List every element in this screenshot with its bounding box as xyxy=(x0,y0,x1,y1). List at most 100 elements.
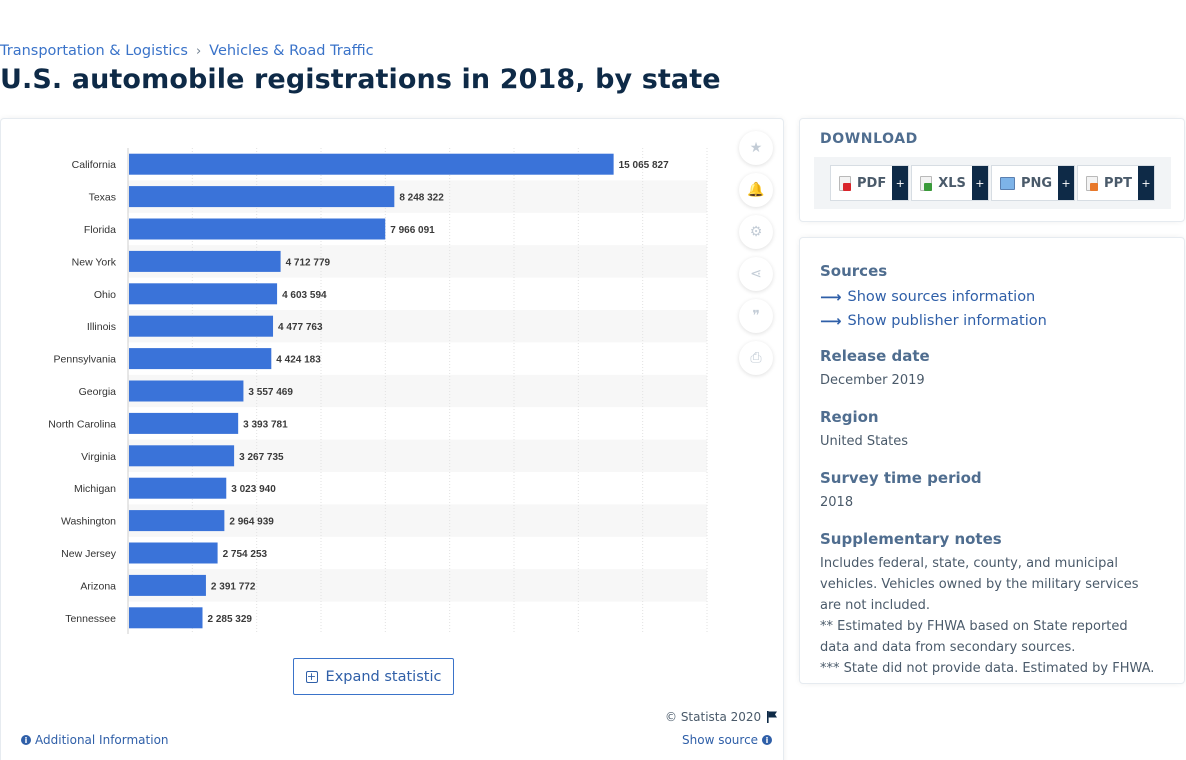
value-label: 2 285 329 xyxy=(208,614,253,625)
value-label: 7 966 091 xyxy=(390,225,435,236)
value-label: 8 248 322 xyxy=(399,193,444,204)
expand-statistic-label: Expand statistic xyxy=(325,668,442,685)
show-sources-label: Show sources information xyxy=(847,289,1036,305)
xls-plus-button[interactable]: + xyxy=(971,166,988,200)
bar-north-carolina[interactable] xyxy=(129,412,239,434)
download-xls-button[interactable]: XLS + xyxy=(911,165,989,201)
show-source-label: Show source xyxy=(682,733,759,747)
value-label: 4 603 594 xyxy=(282,290,327,301)
row-band xyxy=(128,504,707,537)
value-label: 4 712 779 xyxy=(286,257,331,268)
category-label: Michigan xyxy=(74,483,116,495)
download-card: DOWNLOAD PDF + XLS + PNG + PPT + xyxy=(799,118,1185,222)
bar-georgia[interactable] xyxy=(129,380,244,402)
pdf-file-icon xyxy=(839,175,851,191)
copyright-text: © Statista 2020 xyxy=(665,710,762,724)
pdf-label: PDF xyxy=(857,175,887,191)
supplementary-notes-heading: Supplementary notes xyxy=(820,530,1002,548)
print-button[interactable]: ⎙ xyxy=(739,341,773,375)
breadcrumb-vehicles-link[interactable]: Vehicles & Road Traffic xyxy=(209,43,374,59)
sources-heading: Sources xyxy=(820,262,888,280)
expand-statistic-button[interactable]: + Expand statistic xyxy=(293,658,454,695)
ppt-plus-button[interactable]: + xyxy=(1137,166,1154,200)
show-publisher-label: Show publisher information xyxy=(847,313,1047,329)
copyright: © Statista 2020 xyxy=(665,710,778,724)
bar-virginia[interactable] xyxy=(129,445,235,467)
bar-ohio[interactable] xyxy=(129,283,278,305)
share-button[interactable]: ⋖ xyxy=(739,257,773,291)
show-publisher-link[interactable]: ⟶ Show publisher information xyxy=(820,309,1160,333)
category-label: California xyxy=(72,159,117,171)
png-plus-button[interactable]: + xyxy=(1058,166,1075,200)
category-label: Florida xyxy=(84,224,116,236)
breadcrumb: Transportation & Logistics › Vehicles & … xyxy=(0,43,374,59)
value-label: 2 964 939 xyxy=(229,517,274,528)
pdf-plus-button[interactable]: + xyxy=(892,166,909,200)
flag-icon[interactable] xyxy=(767,711,778,723)
print-icon: ⎙ xyxy=(750,350,762,366)
region-heading: Region xyxy=(820,408,879,426)
page-title: U.S. automobile registrations in 2018, b… xyxy=(0,64,721,95)
category-label: Tennessee xyxy=(65,613,116,625)
category-label: Pennsylvania xyxy=(54,354,117,366)
category-label: New York xyxy=(72,256,117,268)
settings-button[interactable]: ⚙ xyxy=(739,215,773,249)
bar-arizona[interactable] xyxy=(129,574,206,596)
category-label: Illinois xyxy=(87,321,116,333)
show-source-link[interactable]: Show source i xyxy=(682,733,773,747)
info-icon: i xyxy=(21,735,31,745)
png-image-icon xyxy=(999,176,1015,190)
value-label: 15 065 827 xyxy=(619,160,669,171)
category-label: Texas xyxy=(89,192,116,204)
bar-florida[interactable] xyxy=(129,218,386,240)
bar-pennsylvania[interactable] xyxy=(129,348,272,370)
show-sources-link[interactable]: ⟶ Show sources information xyxy=(820,285,1160,309)
chart-card: California 15 065 827 Texas 8 248 322 Florid… xyxy=(0,118,784,760)
row-band xyxy=(128,569,707,602)
bar-illinois[interactable] xyxy=(129,315,274,337)
arrow-right-icon: ⟶ xyxy=(820,312,842,330)
additional-information-link[interactable]: i Additional Information xyxy=(21,733,169,747)
value-label: 3 393 781 xyxy=(243,419,288,430)
download-png-button[interactable]: PNG + xyxy=(990,165,1076,201)
value-label: 2 754 253 xyxy=(223,549,268,560)
gear-icon: ⚙ xyxy=(749,224,763,240)
info-card: Sources ⟶ Show sources information ⟶ Sho… xyxy=(799,237,1185,684)
chart-tools: ★ 🔔 ⚙ ⋖ ❞ ⎙ xyxy=(739,131,773,383)
category-label: North Carolina xyxy=(48,418,116,430)
bar-michigan[interactable] xyxy=(129,477,227,499)
download-buttons: PDF + XLS + PNG + PPT + xyxy=(814,157,1171,209)
bar-new-jersey[interactable] xyxy=(129,542,218,564)
favorite-button[interactable]: ★ xyxy=(739,131,773,165)
cite-button[interactable]: ❞ xyxy=(739,299,773,333)
value-label: 2 391 772 xyxy=(211,581,256,592)
bar-new-york[interactable] xyxy=(129,250,281,272)
breadcrumb-separator: › xyxy=(195,43,202,59)
breadcrumb-transportation-link[interactable]: Transportation & Logistics xyxy=(0,43,188,59)
value-label: 3 267 735 xyxy=(239,452,284,463)
bar-chart: California 15 065 827 Texas 8 248 322 Florid… xyxy=(48,148,708,634)
category-label: Washington xyxy=(61,516,116,528)
share-icon: ⋖ xyxy=(750,266,762,282)
plus-square-icon: + xyxy=(305,670,318,683)
region-value: United States xyxy=(820,434,909,449)
quote-icon: ❞ xyxy=(752,308,760,324)
notify-button[interactable]: 🔔 xyxy=(739,173,773,207)
ppt-file-icon xyxy=(1086,175,1099,191)
bar-california[interactable] xyxy=(129,153,614,175)
value-label: 4 424 183 xyxy=(276,355,321,366)
bell-icon: 🔔 xyxy=(747,182,765,198)
category-label: New Jersey xyxy=(61,548,117,560)
bar-texas[interactable] xyxy=(129,186,395,208)
release-date-heading: Release date xyxy=(820,347,930,365)
download-ppt-button[interactable]: PPT + xyxy=(1077,165,1155,201)
info-icon: i xyxy=(762,735,773,745)
png-label: PNG xyxy=(1020,175,1053,191)
bar-washington[interactable] xyxy=(129,510,225,532)
category-label: Ohio xyxy=(94,289,116,301)
supplementary-note: *** State did not provide data. Estimate… xyxy=(820,661,1155,676)
survey-period-value: 2018 xyxy=(820,495,854,510)
bar-tennessee[interactable] xyxy=(129,607,203,629)
download-pdf-button[interactable]: PDF + xyxy=(830,165,910,201)
value-label: 3 557 469 xyxy=(248,387,293,398)
